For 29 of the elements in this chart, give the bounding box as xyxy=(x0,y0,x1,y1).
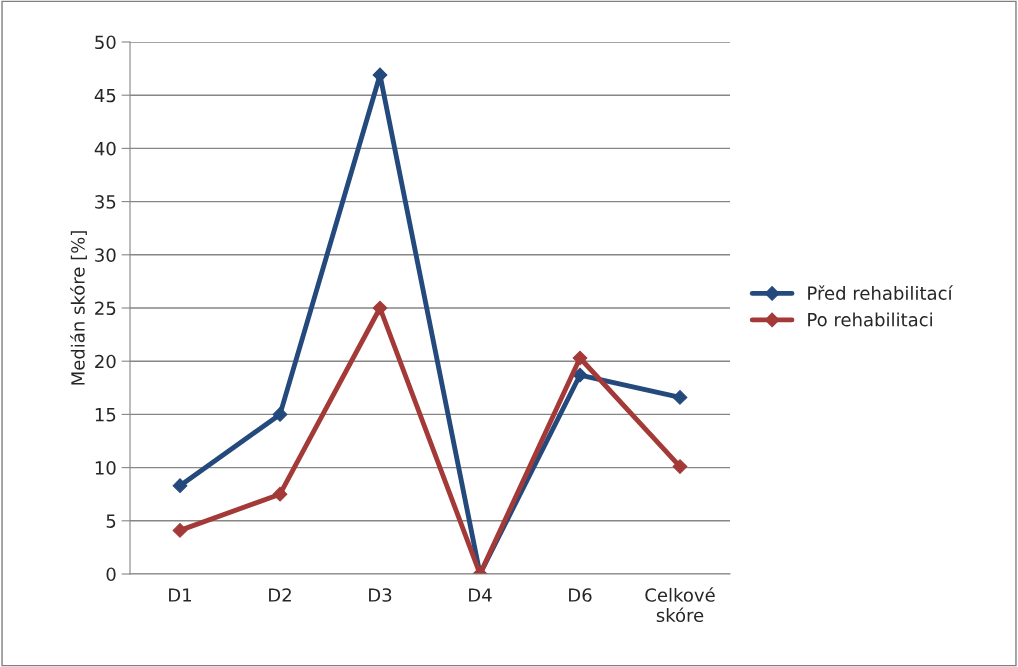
y-tick-label: 5 xyxy=(106,514,116,528)
y-tick-label: 35 xyxy=(95,195,116,209)
x-tick-label: D1 xyxy=(169,588,192,602)
point xyxy=(172,522,188,538)
y-tick-label: 50 xyxy=(95,35,116,50)
y-tick-label: 25 xyxy=(95,301,116,316)
y-tick-label: 0 xyxy=(106,567,116,582)
point xyxy=(272,486,288,502)
legend-label: Před rehabilitací xyxy=(808,285,954,300)
legend-label: Po rehabilitaci xyxy=(808,312,932,327)
point xyxy=(572,350,588,366)
y-tick-label: 10 xyxy=(95,461,116,475)
x-tick-label: D2 xyxy=(269,588,291,602)
y-tick-label: 30 xyxy=(95,248,116,262)
x-tick-label: D6 xyxy=(569,588,592,602)
x-tick-label: D3 xyxy=(369,588,392,602)
y-tick-label: 45 xyxy=(94,88,116,103)
y-axis-title: Medián skóre [%] xyxy=(70,231,87,385)
point xyxy=(672,459,688,474)
x-tick-label: D4 xyxy=(469,588,492,602)
y-tick-label: 40 xyxy=(94,141,116,156)
x-tick-label: Celkové skóre xyxy=(645,587,715,623)
point xyxy=(672,389,688,405)
point xyxy=(572,367,588,383)
point xyxy=(172,478,188,494)
point xyxy=(272,407,288,422)
y-tick-label: 15 xyxy=(95,408,116,422)
point xyxy=(372,300,388,316)
y-tick-label: 20 xyxy=(95,354,116,369)
